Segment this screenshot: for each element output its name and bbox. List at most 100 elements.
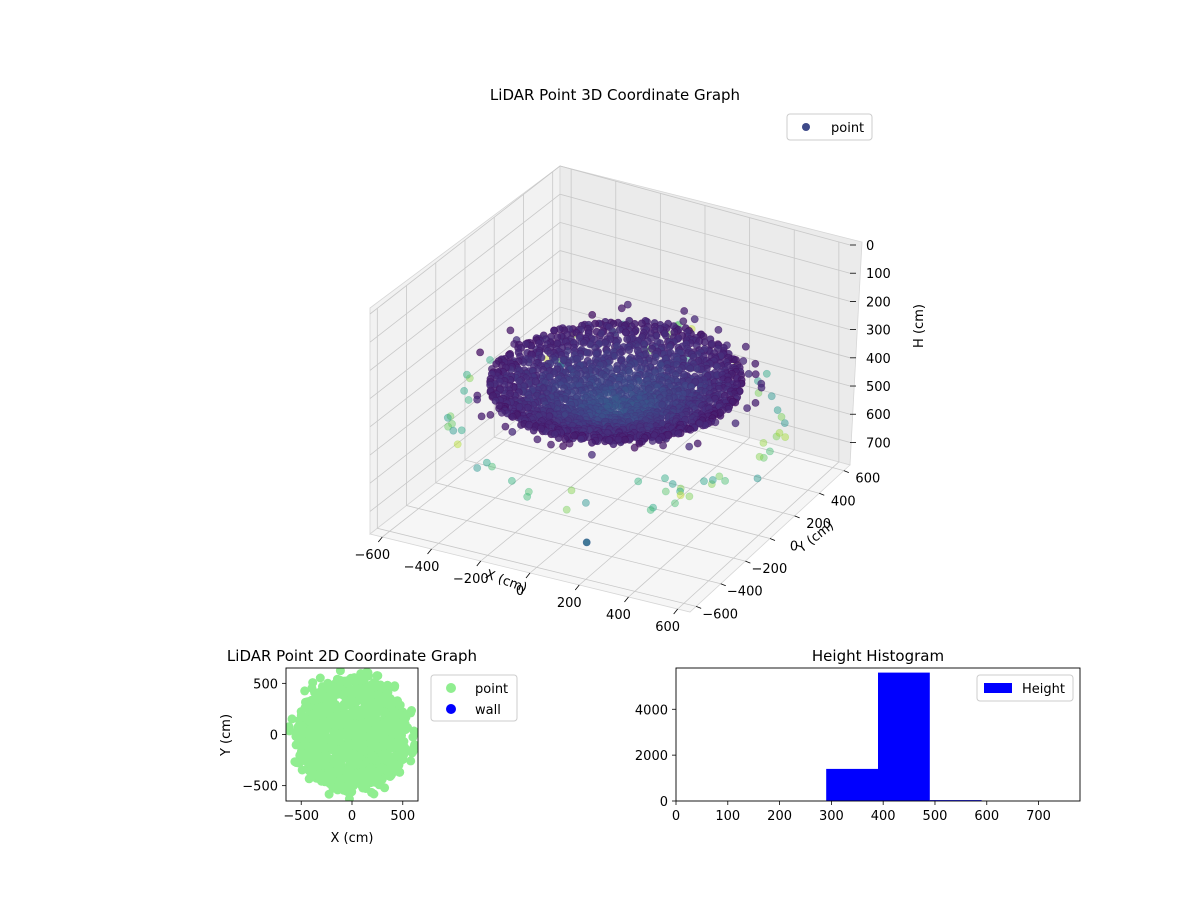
point-3d <box>559 442 567 450</box>
y-tick-label-3d: 400 <box>831 494 856 509</box>
y-tick-label-3d: 600 <box>855 472 880 487</box>
legend-3d: point <box>786 113 873 141</box>
point-3d <box>714 325 723 334</box>
point-2d <box>309 695 319 705</box>
point-3d <box>759 438 768 447</box>
point-3d <box>685 442 694 451</box>
point-2d <box>294 758 304 768</box>
point-2d <box>373 671 383 681</box>
point-2d <box>358 742 367 752</box>
point-3d <box>588 450 596 459</box>
x-tick-mark-3d <box>624 596 629 603</box>
point-2d <box>324 789 334 799</box>
point-2d <box>298 730 308 740</box>
point-3d <box>762 369 771 378</box>
point-2d <box>324 762 334 772</box>
x-axis-label-2d: X (cm) <box>331 831 374 846</box>
point-3d <box>648 437 657 445</box>
point-3d <box>495 401 504 410</box>
point-3d <box>497 408 506 417</box>
point-2d <box>348 685 358 695</box>
point-2d <box>325 692 335 701</box>
point-2d <box>307 683 317 693</box>
scatter-2d-panel: LiDAR Point 2D Coordinate Graph −500 0 500… <box>219 647 518 846</box>
x-tick-label-histogram: 0 <box>672 809 680 824</box>
point-3d <box>659 441 667 450</box>
point-3d <box>773 406 782 414</box>
grid-line-y <box>464 240 771 539</box>
point-2d <box>362 723 372 733</box>
point-3d <box>695 419 704 428</box>
point-3d <box>755 452 764 461</box>
point-3d <box>605 436 613 445</box>
legend-2d-marker-point <box>446 683 456 693</box>
y-tick-label-histogram: 2000 <box>635 749 668 764</box>
point-3d <box>623 335 631 343</box>
legend-3d-frame <box>786 113 873 141</box>
point-2d <box>322 724 332 734</box>
point-3d <box>646 506 655 514</box>
point-3d <box>613 341 621 350</box>
point-2d <box>300 686 310 696</box>
x-tick-mark-3d <box>476 560 482 567</box>
grid-line-y <box>406 285 721 585</box>
point-2d <box>318 682 327 692</box>
point-3d <box>775 428 784 437</box>
point-2d <box>342 712 352 721</box>
point-2d <box>408 746 418 756</box>
point-3d <box>597 329 606 338</box>
point-3d <box>751 398 760 407</box>
point-2d <box>378 730 388 740</box>
h-tick-label-3d: 200 <box>866 295 891 310</box>
h-tick-label-3d: 100 <box>866 267 891 282</box>
point-3d <box>583 348 591 357</box>
x-tick-label-histogram: 700 <box>1026 809 1051 824</box>
x-axis-label-3d: X (cm) <box>483 567 529 596</box>
point-2d <box>389 716 399 726</box>
y-tick-mark-3d <box>745 560 751 564</box>
point-3d <box>547 440 555 449</box>
y-tick-mark-3d <box>720 583 726 587</box>
point-2d <box>329 712 339 722</box>
point-3d <box>780 419 789 427</box>
point-2d <box>317 702 327 712</box>
point-3d <box>579 338 588 347</box>
point-3d <box>680 307 689 315</box>
point-2d <box>365 688 374 698</box>
point-3d <box>741 342 750 351</box>
point-3d <box>582 498 590 507</box>
y-tick-mark-3d <box>769 538 776 541</box>
legend-histogram-label: Height <box>1022 682 1065 697</box>
grid-line-x <box>578 217 751 586</box>
x-tick-mark-3d <box>574 584 580 591</box>
point-2d <box>314 753 324 763</box>
y-tick-label-2d: 500 <box>253 677 278 692</box>
point-2d <box>395 700 405 710</box>
histogram-bar <box>878 672 930 801</box>
y-tick-label-histogram: 0 <box>660 795 668 810</box>
point-3d <box>671 499 679 508</box>
point-3d <box>462 370 471 379</box>
point-2d <box>350 719 360 729</box>
point-3d <box>711 418 720 427</box>
point-2d <box>387 726 396 736</box>
h-tick-label-3d: 0 <box>866 239 874 254</box>
point-3d <box>448 419 456 428</box>
point-2d <box>358 783 368 793</box>
point-3d <box>582 538 591 547</box>
point-cloud-2d <box>286 668 418 801</box>
point-3d <box>559 355 568 364</box>
point-2d <box>332 674 342 684</box>
x-tick-label-histogram: 300 <box>819 809 844 824</box>
x-tick-mark-3d <box>427 548 432 555</box>
point-2d <box>365 714 374 723</box>
point-2d <box>326 772 336 781</box>
histogram-bar <box>929 800 982 801</box>
ticks-3d: −600−400−2000200400600−600−400−200020040… <box>354 239 890 635</box>
scatter-3d-title: LiDAR Point 3D Coordinate Graph <box>490 86 740 104</box>
point-2d <box>335 668 345 676</box>
point-3d <box>482 458 491 467</box>
point-3d <box>488 462 496 471</box>
y-tick-label-2d: −500 <box>242 780 278 795</box>
point-2d <box>369 680 379 689</box>
